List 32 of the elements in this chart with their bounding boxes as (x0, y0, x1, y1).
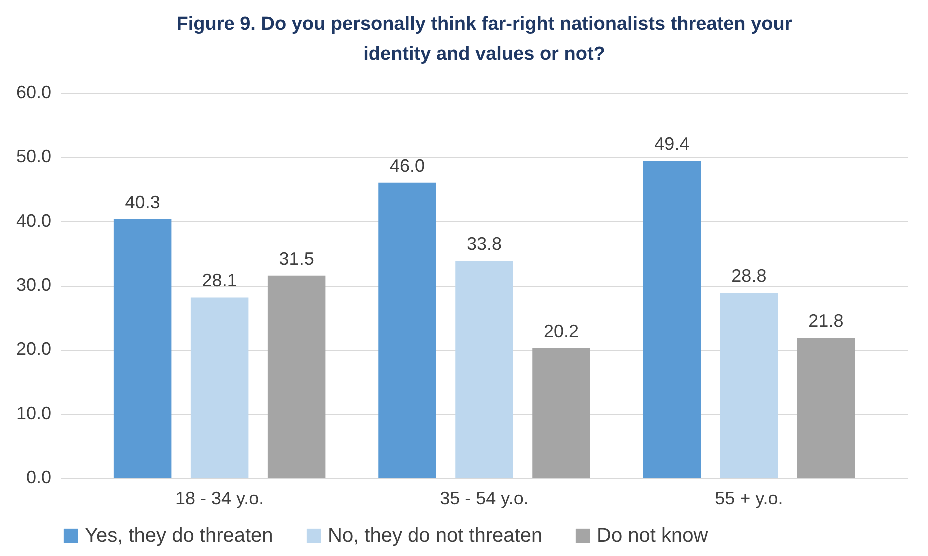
y-tick-label: 40.0 (16, 210, 52, 231)
legend-label: Do not know (597, 525, 709, 547)
data-label: 49.4 (654, 134, 690, 154)
bar (268, 276, 326, 478)
x-tick-label: 18 - 34 y.o. (175, 488, 264, 508)
chart-title: Figure 9. Do you personally think far-right nationalists threaten your identity and values or not? (176, 14, 793, 65)
y-tick-label: 30.0 (16, 275, 52, 295)
bar (797, 338, 856, 478)
data-label: 20.2 (544, 321, 580, 342)
y-tick-label: 20.0 (16, 339, 52, 360)
data-label: 31.5 (279, 248, 314, 269)
bar (643, 161, 702, 478)
data-label: 28.8 (732, 266, 767, 286)
y-tick-label: 50.0 (16, 146, 52, 167)
bar (378, 182, 436, 478)
legend-label: Yes, they do threaten (85, 525, 274, 547)
bar (456, 261, 514, 478)
y-tick-label: 60.0 (16, 82, 52, 102)
bar (114, 219, 172, 478)
x-tick-label: 55 + y.o. (715, 488, 784, 508)
data-label: 21.8 (808, 311, 844, 332)
x-tick-label: 35 - 54 y.o. (440, 488, 529, 508)
bar (720, 293, 778, 478)
legend-label: No, they do not threaten (328, 525, 543, 547)
data-label: 33.8 (466, 234, 502, 254)
y-tick-label: 0.0 (26, 468, 52, 488)
bar (532, 348, 590, 478)
data-label: 28.1 (202, 270, 238, 291)
bar (190, 298, 249, 478)
y-tick-label: 10.0 (16, 403, 52, 424)
data-label: 46.0 (390, 156, 426, 176)
data-label: 40.3 (125, 192, 160, 212)
